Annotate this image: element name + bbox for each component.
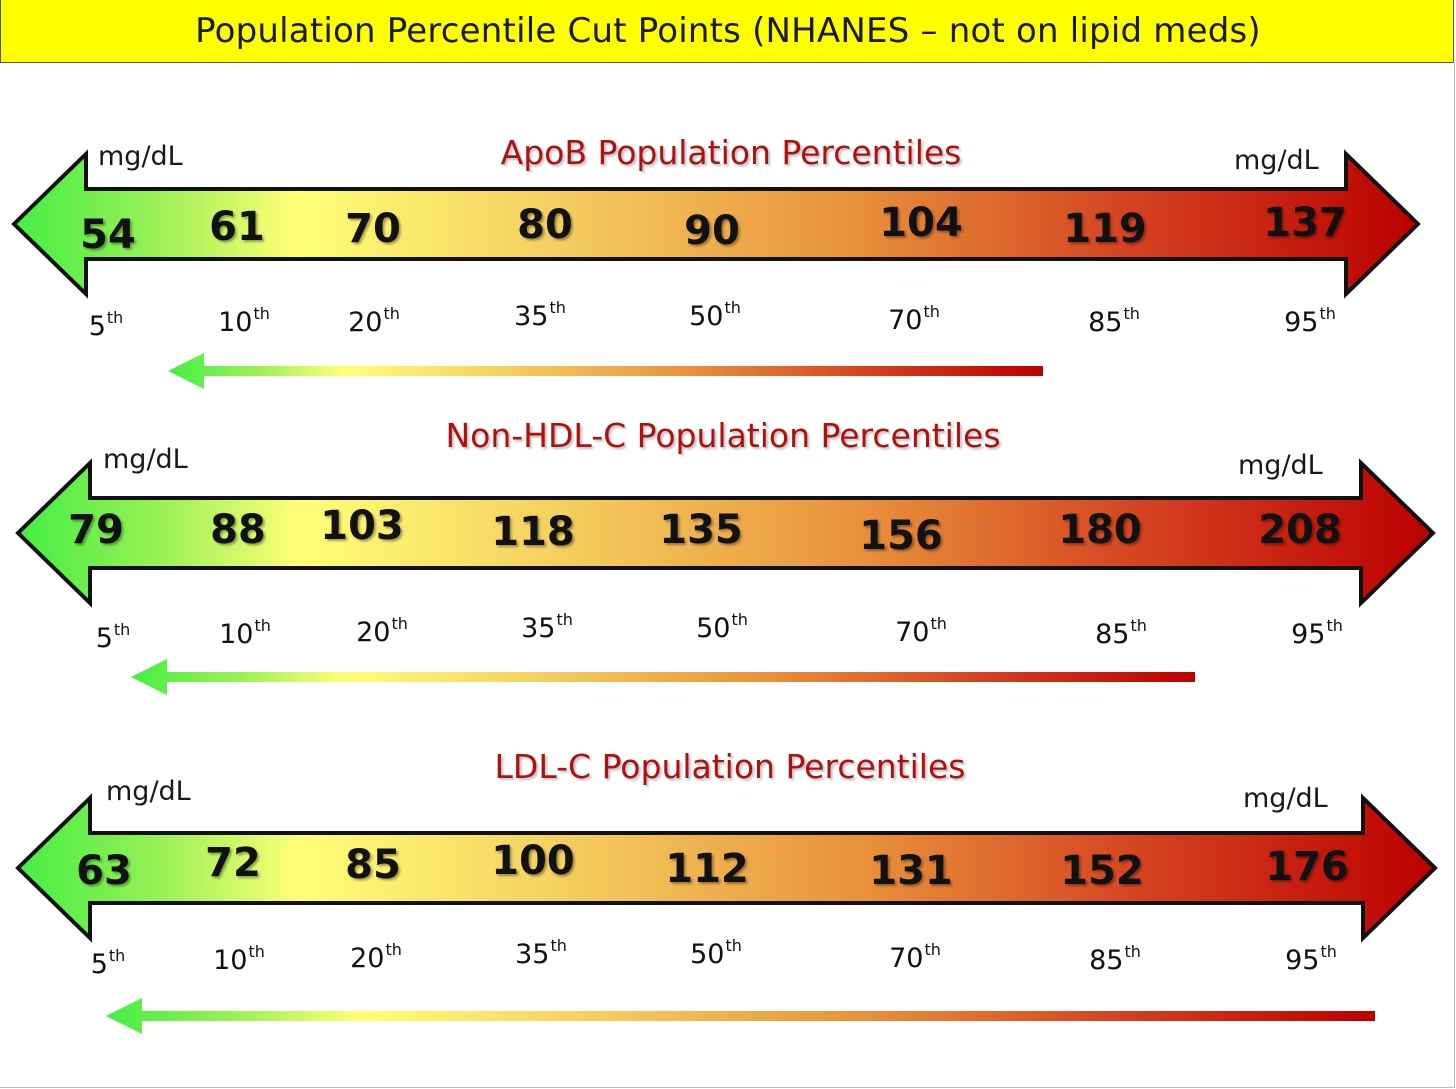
cut-point-value: 63 bbox=[76, 848, 132, 894]
title-banner bbox=[0, 0, 1454, 63]
percentile-label: 35th bbox=[515, 936, 567, 970]
lower-is-better-arrow-1 bbox=[168, 353, 1043, 389]
unit-label-left: mg/dL bbox=[106, 776, 191, 807]
panel-title: LDL-C Population Percentiles bbox=[494, 747, 966, 786]
percentile-label: 85th bbox=[1089, 942, 1141, 976]
percentile-label: 70th bbox=[889, 940, 941, 974]
cut-point-value: 88 bbox=[210, 507, 266, 553]
unit-label-left: mg/dL bbox=[98, 141, 183, 172]
cut-point-value: 70 bbox=[345, 206, 401, 252]
percentile-label: 20th bbox=[348, 304, 400, 338]
percentile-label: 95th bbox=[1284, 304, 1336, 338]
cut-point-value: 90 bbox=[684, 208, 740, 254]
unit-label-right: mg/dL bbox=[1238, 450, 1323, 481]
cut-point-value: 100 bbox=[491, 838, 575, 884]
cut-point-value: 112 bbox=[665, 846, 749, 892]
double-arrow-3 bbox=[15, 793, 1438, 943]
cut-point-value: 103 bbox=[320, 503, 404, 549]
cut-point-value: 119 bbox=[1063, 206, 1147, 252]
cut-point-value: 135 bbox=[659, 507, 743, 553]
lower-is-better-arrow-3 bbox=[106, 998, 1375, 1034]
unit-label-left: mg/dL bbox=[103, 444, 188, 475]
cut-point-value: 152 bbox=[1060, 848, 1144, 894]
percentile-label: 10th bbox=[213, 942, 265, 976]
page-frame bbox=[0, 63, 1455, 1088]
cut-point-value: 85 bbox=[345, 842, 401, 888]
panel-title: ApoB Population Percentiles bbox=[500, 133, 962, 172]
percentile-label: 35th bbox=[514, 298, 566, 332]
percentile-label: 70th bbox=[895, 614, 947, 648]
lower-is-better-arrow-2 bbox=[131, 659, 1195, 695]
cut-point-value: 137 bbox=[1263, 200, 1347, 246]
percentile-label: 70th bbox=[888, 302, 940, 336]
unit-label-right: mg/dL bbox=[1243, 783, 1328, 814]
cut-point-value: 79 bbox=[68, 507, 124, 553]
cut-point-value: 104 bbox=[879, 200, 963, 246]
percentile-label: 35th bbox=[521, 610, 573, 644]
percentile-label: 5th bbox=[95, 620, 131, 654]
percentile-label: 50th bbox=[690, 936, 742, 970]
percentile-label: 85th bbox=[1088, 304, 1140, 338]
percentile-label: 85th bbox=[1095, 616, 1147, 650]
percentile-label: 5th bbox=[88, 308, 124, 342]
cut-point-value: 54 bbox=[80, 212, 136, 258]
cut-point-value: 180 bbox=[1058, 507, 1142, 553]
cut-point-value: 80 bbox=[517, 202, 573, 248]
percentile-label: 10th bbox=[218, 304, 270, 338]
cut-point-value: 72 bbox=[205, 840, 261, 886]
percentile-label: 10th bbox=[219, 616, 271, 650]
panel-title: Non-HDL-C Population Percentiles bbox=[445, 416, 1001, 455]
unit-label-right: mg/dL bbox=[1234, 145, 1319, 176]
percentile-label: 5th bbox=[90, 946, 126, 980]
cut-point-value: 208 bbox=[1258, 507, 1342, 553]
double-arrow-1 bbox=[11, 149, 1421, 299]
cut-point-value: 131 bbox=[869, 848, 953, 894]
percentile-label: 20th bbox=[356, 614, 408, 648]
banner-title: Population Percentile Cut Points (NHANES… bbox=[195, 11, 1261, 51]
percentile-label: 50th bbox=[689, 298, 741, 332]
percentile-label: 95th bbox=[1291, 616, 1343, 650]
percentile-label: 50th bbox=[696, 610, 748, 644]
cut-point-value: 61 bbox=[209, 204, 265, 250]
double-arrow-2 bbox=[15, 458, 1436, 608]
percentile-label: 20th bbox=[350, 940, 402, 974]
cut-point-value: 176 bbox=[1265, 844, 1349, 890]
cut-point-value: 118 bbox=[491, 509, 575, 555]
cut-point-value: 156 bbox=[859, 513, 943, 559]
percentile-label: 95th bbox=[1285, 942, 1337, 976]
